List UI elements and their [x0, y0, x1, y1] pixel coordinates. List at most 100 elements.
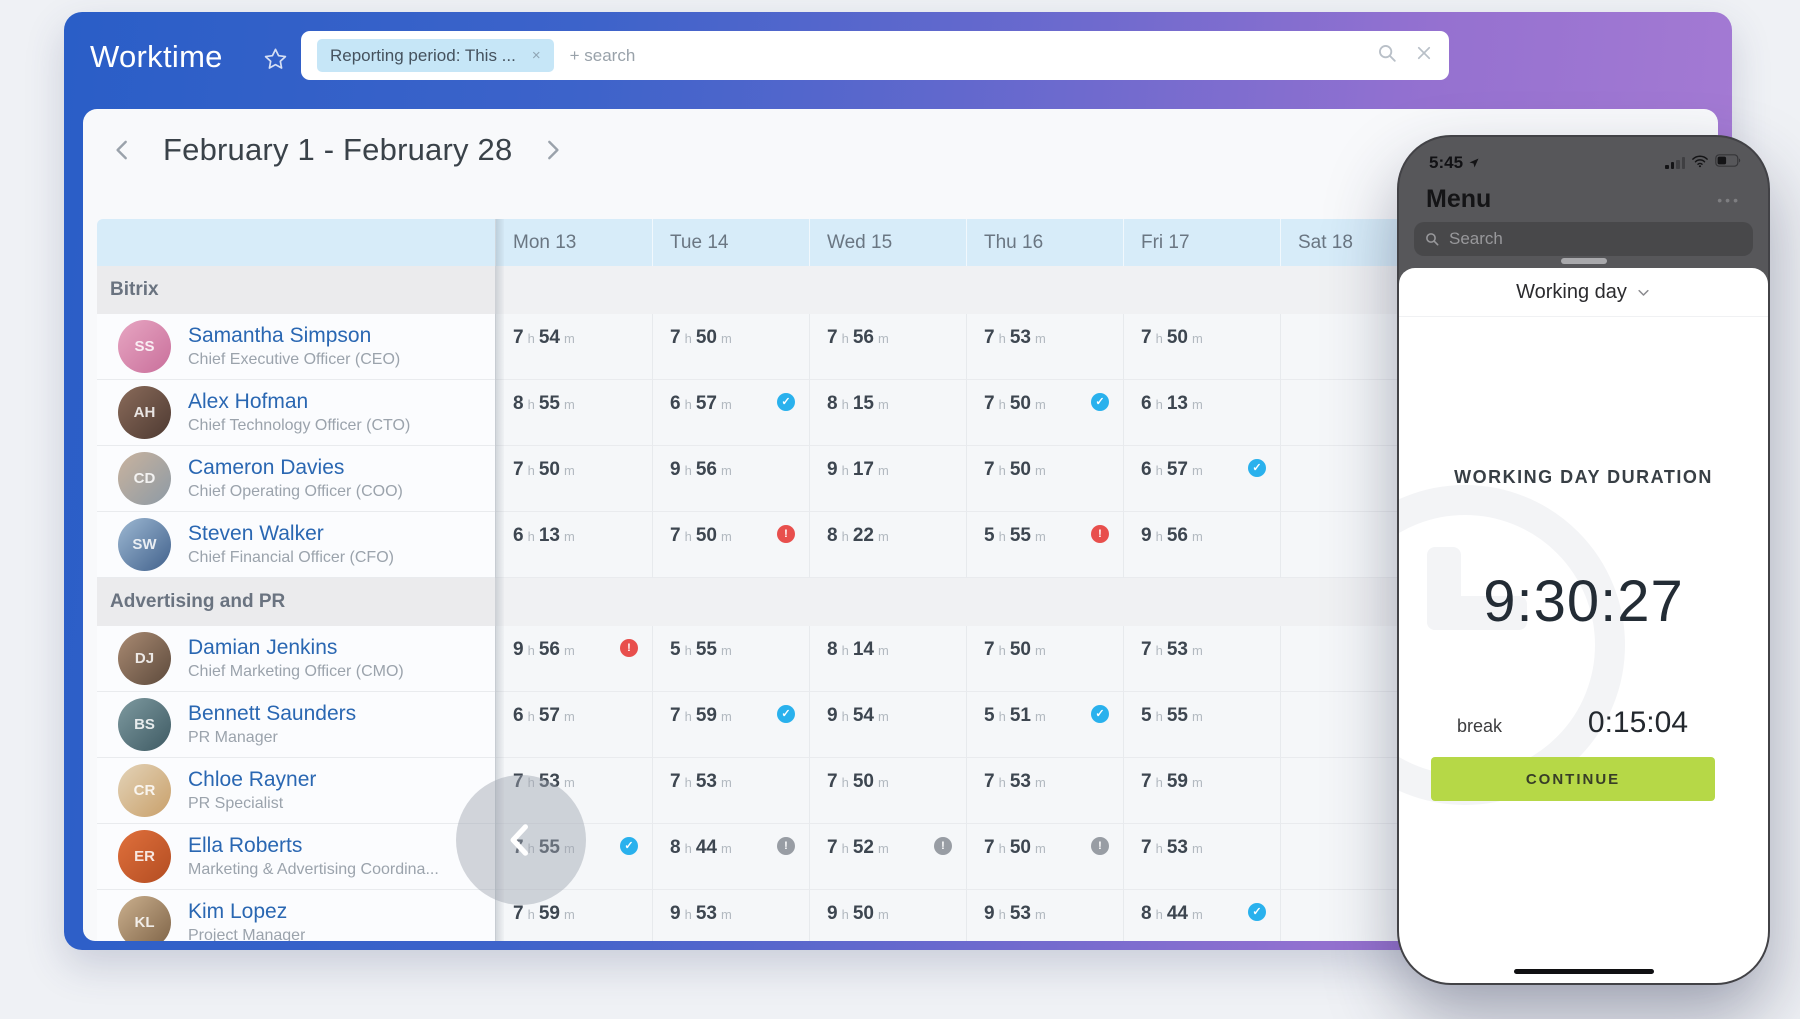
- time-cell[interactable]: 7 h 53 m: [1123, 626, 1280, 692]
- employee-job-title: Project Manager: [188, 927, 306, 941]
- time-value: 6 h 57 m: [1141, 459, 1203, 480]
- avatar[interactable]: CD: [118, 452, 171, 505]
- time-cell[interactable]: 7 h 59 m: [495, 890, 652, 941]
- time-cell[interactable]: 9 h 17 m: [809, 446, 966, 512]
- employee-cell: AH Alex Hofman Chief Technology Officer (C…: [97, 380, 495, 446]
- time-cell[interactable]: 7 h 52 m!: [809, 824, 966, 890]
- time-value: 9 h 53 m: [984, 903, 1046, 924]
- time-cell[interactable]: 6 h 57 m ✓: [1123, 446, 1280, 512]
- time-cell[interactable]: 7 h 50 m: [966, 626, 1123, 692]
- employee-cell: CR Chloe Rayner PR Specialist: [97, 758, 495, 824]
- time-cell[interactable]: 7 h 50 m: [652, 314, 809, 380]
- time-cell[interactable]: 7 h 56 m: [809, 314, 966, 380]
- employee-name-link[interactable]: Cameron Davies: [188, 456, 345, 479]
- avatar[interactable]: KL: [118, 896, 171, 941]
- time-cell[interactable]: 9 h 50 m: [809, 890, 966, 941]
- avatar[interactable]: SW: [118, 518, 171, 571]
- time-cell[interactable]: 8 h 44 m!: [652, 824, 809, 890]
- time-cell[interactable]: 6 h 13 m: [1123, 380, 1280, 446]
- time-value: 7 h 53 m: [1141, 639, 1203, 660]
- time-value: 9 h 56 m: [513, 639, 575, 660]
- more-options-icon[interactable]: •••: [1717, 191, 1741, 208]
- time-value: 6 h 57 m: [670, 393, 732, 414]
- time-cell[interactable]: 7 h 50 m ✓: [966, 380, 1123, 446]
- avatar[interactable]: AH: [118, 386, 171, 439]
- phone-search-bar[interactable]: [1414, 222, 1753, 256]
- filter-chip[interactable]: Reporting period: This ... ×: [317, 39, 554, 72]
- employee-name-link[interactable]: Kim Lopez: [188, 900, 288, 923]
- time-cell[interactable]: 7 h 53 m: [966, 314, 1123, 380]
- time-value: 7 h 59 m: [670, 705, 732, 726]
- time-cell[interactable]: 6 h 13 m: [495, 512, 652, 578]
- time-cell[interactable]: 7 h 50 m!: [652, 512, 809, 578]
- time-cell[interactable]: 5 h 55 m: [1123, 692, 1280, 758]
- time-cell[interactable]: 6 h 57 m: [495, 692, 652, 758]
- employee-name-link[interactable]: Alex Hofman: [188, 390, 309, 413]
- time-cell[interactable]: 7 h 50 m!: [966, 824, 1123, 890]
- employee-cell: ER Ella Roberts Marketing & Advertising Co…: [97, 824, 495, 890]
- time-cell[interactable]: 7 h 53 m: [1123, 824, 1280, 890]
- time-value: 5 h 55 m: [984, 525, 1046, 546]
- employee-name-link[interactable]: Chloe Rayner: [188, 768, 317, 791]
- next-period-icon[interactable]: [537, 135, 567, 165]
- time-cell[interactable]: 7 h 50 m: [495, 446, 652, 512]
- time-cell[interactable]: 8 h 14 m: [809, 626, 966, 692]
- time-cell[interactable]: 7 h 53 m: [966, 758, 1123, 824]
- time-cell[interactable]: 9 h 56 m: [652, 446, 809, 512]
- phone-search-input[interactable]: [1447, 228, 1743, 250]
- time-cell[interactable]: 5 h 55 m: [652, 626, 809, 692]
- time-cell[interactable]: 7 h 50 m: [809, 758, 966, 824]
- employee-name-link[interactable]: Bennett Saunders: [188, 702, 357, 725]
- clear-search-icon[interactable]: [1415, 44, 1433, 67]
- continue-button[interactable]: CONTINUE: [1431, 757, 1715, 801]
- time-value: 6 h 13 m: [1141, 393, 1203, 414]
- employee-job-title: Marketing & Advertising Coordina...: [188, 861, 439, 878]
- previous-period-icon[interactable]: [108, 135, 138, 165]
- filter-chip-remove-icon[interactable]: ×: [531, 47, 541, 64]
- scroll-left-button[interactable]: [456, 775, 586, 905]
- avatar[interactable]: BS: [118, 698, 171, 751]
- avatar[interactable]: SS: [118, 320, 171, 373]
- break-row: break 0:15:04: [1457, 706, 1688, 740]
- time-cell[interactable]: 9 h 56 m!: [495, 626, 652, 692]
- employee-name-link[interactable]: Ella Roberts: [188, 834, 303, 857]
- time-cell[interactable]: 6 h 57 m ✓: [652, 380, 809, 446]
- time-cell[interactable]: 9 h 56 m: [1123, 512, 1280, 578]
- time-value: 7 h 52 m: [827, 837, 889, 858]
- time-cell[interactable]: 9 h 53 m: [966, 890, 1123, 941]
- time-cell[interactable]: 7 h 53 m: [652, 758, 809, 824]
- fixed-column-shadow: [495, 219, 504, 941]
- search-bar[interactable]: Reporting period: This ... ×: [301, 31, 1449, 80]
- time-cell[interactable]: 5 h 55 m!: [966, 512, 1123, 578]
- time-cell[interactable]: 8 h 55 m: [495, 380, 652, 446]
- time-value: 8 h 44 m: [1141, 903, 1203, 924]
- avatar[interactable]: DJ: [118, 632, 171, 685]
- time-cell[interactable]: 7 h 50 m: [1123, 314, 1280, 380]
- time-cell[interactable]: 7 h 50 m: [966, 446, 1123, 512]
- employee-name-link[interactable]: Samantha Simpson: [188, 324, 372, 347]
- status-icons: [1665, 154, 1742, 173]
- sheet-grabber-handle[interactable]: [1560, 258, 1607, 264]
- avatar[interactable]: CR: [118, 764, 171, 817]
- avatar[interactable]: ER: [118, 830, 171, 883]
- favorite-star-icon[interactable]: [262, 46, 289, 78]
- time-cell[interactable]: 5 h 51 m ✓: [966, 692, 1123, 758]
- working-day-selector[interactable]: Working day: [1399, 268, 1768, 317]
- time-cell[interactable]: 7 h 54 m: [495, 314, 652, 380]
- check-badge-icon: ✓: [1091, 393, 1109, 411]
- time-cell[interactable]: 8 h 44 m ✓: [1123, 890, 1280, 941]
- time-cell[interactable]: 8 h 22 m: [809, 512, 966, 578]
- home-indicator: [1513, 969, 1654, 974]
- time-cell[interactable]: 8 h 15 m: [809, 380, 966, 446]
- search-icon[interactable]: [1376, 42, 1398, 69]
- time-value: 9 h 50 m: [827, 903, 889, 924]
- time-cell[interactable]: 9 h 54 m: [809, 692, 966, 758]
- employee-name-link[interactable]: Steven Walker: [188, 522, 324, 545]
- time-cell[interactable]: 7 h 59 m ✓: [652, 692, 809, 758]
- search-input[interactable]: [567, 44, 1376, 67]
- time-cell[interactable]: 9 h 53 m: [652, 890, 809, 941]
- employee-name-link[interactable]: Damian Jenkins: [188, 636, 338, 659]
- time-cell[interactable]: 7 h 59 m: [1123, 758, 1280, 824]
- time-cell[interactable]: 7 h 53 m: [495, 758, 652, 824]
- employee-cell: SW Steven Walker Chief Financial Officer (…: [97, 512, 495, 578]
